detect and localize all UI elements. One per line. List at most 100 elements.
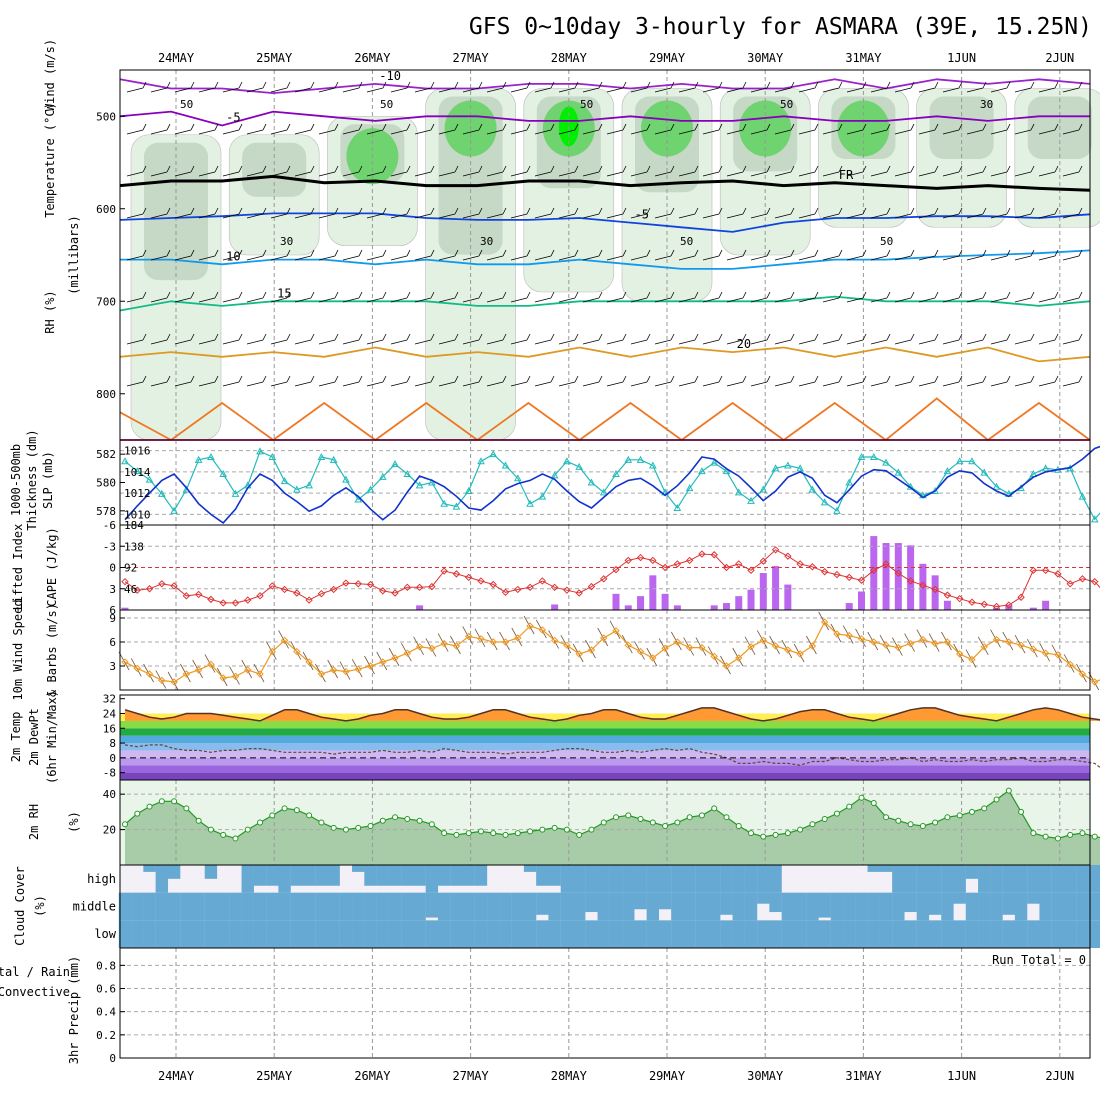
wind-barb [246,339,264,345]
thickness-marker [378,472,387,480]
wind-barb [886,123,891,131]
temperature-contour-label: -5 [226,111,240,125]
precip-frame [119,947,1091,1059]
wind-barb [550,333,555,341]
wind-barb [678,255,696,261]
wind-barb [550,123,555,131]
wind-barb [438,339,456,345]
wind-barb [814,207,819,215]
wind-barb [366,339,384,345]
wind-barb [646,123,651,131]
thickness-marker [722,467,731,475]
wind-barb [358,207,363,215]
lifted-index-line-marker [219,599,227,607]
wind-barb [870,213,888,219]
wind-speed-line-marker [882,641,890,649]
wind-barb [550,81,555,89]
wind-barb [294,297,312,303]
cloud-cell-high [1039,865,1052,893]
wind-barb [862,249,867,257]
wind-barb [894,171,912,177]
cloud-cell-high [1014,865,1028,893]
lifted-index-line-marker [538,577,547,585]
wind-barb [1078,291,1083,299]
wind-barb [486,339,504,345]
wind-barb [342,339,360,345]
rh2m-line-marker [232,835,239,842]
cloud-cell-low [143,920,156,948]
cloud-cell-high [634,865,647,893]
thickness-slp-panel: 582 580 578 1016 1014 1012 1010 [96,439,1100,526]
cape-tick-label: 46 [124,583,137,596]
cloud-cell-low [1039,920,1052,948]
lifted-index-line-marker [735,560,743,568]
rh2m-line-marker [833,810,840,817]
wind-barb [1030,81,1035,89]
thickness-marker [207,452,215,460]
wind-barb [382,333,387,341]
temp-band [120,757,1090,766]
wind-barb [238,249,243,257]
lifted-tick-label: -3 [103,540,116,553]
lifted-index-line-marker [587,582,596,591]
wind-barb [198,87,216,93]
wind-barb [294,87,312,93]
surface-wind-barb [339,661,351,680]
wind-barb [742,375,747,383]
cape-bar [919,563,927,610]
wind-barb [310,291,315,299]
wind-barb [342,297,360,303]
wind-barb [990,213,1008,219]
wind-barb [910,249,915,257]
cape-bar [759,573,767,610]
wind-barb [774,213,792,219]
cloud-cell-mid [609,892,623,921]
lifted-index-line-marker [440,567,448,575]
wind-barb [966,87,984,93]
wind-barb [750,171,768,177]
cloud-cell-low [965,920,979,948]
cloud-cell-low [302,920,316,948]
cloud-cell-high [941,865,954,893]
wind-barb [1030,165,1035,173]
cloud-cell-high [572,865,586,893]
wind-barb [214,291,219,299]
lifted-index-line-marker [955,594,964,603]
wind-barb [430,249,435,257]
cloud-cell-high [204,865,218,879]
wind-barb [430,291,435,299]
cloud-cell-high [474,865,488,886]
temperature-contour [119,110,1090,127]
wind-barb [1006,375,1011,383]
wind-speed-line-marker [526,622,534,630]
lifted-index-line-marker [612,565,620,574]
cloud-cell-low [928,920,942,948]
wind-barb [510,171,528,177]
wind-barb [838,123,843,131]
thickness-marker [992,482,1001,490]
surface-wind-barb [511,627,523,647]
wind-barb [718,375,723,383]
thickness-marker [403,469,412,477]
wind-barb [246,297,264,303]
cloud-cell-low [708,920,721,948]
surface-wind-barb [855,628,866,647]
thickness-marker [612,469,620,477]
wind-barb [166,291,171,299]
wind-barb [246,87,264,93]
wind-speed-line-marker [440,639,448,648]
wind-barb [1062,381,1080,387]
wind-barb [814,81,819,89]
wind-speed-line-marker [845,631,853,640]
wind-barb [358,123,363,131]
cloud-cell-mid [744,892,758,921]
cloud-cell-high [769,865,782,893]
wind-barb [766,249,771,257]
rh2m-line-marker [993,796,1000,803]
wind-barb [726,297,744,303]
wind-barb [934,375,939,383]
wind-barb [886,207,891,215]
wind-barb [910,123,915,131]
wind-barb [310,123,315,131]
